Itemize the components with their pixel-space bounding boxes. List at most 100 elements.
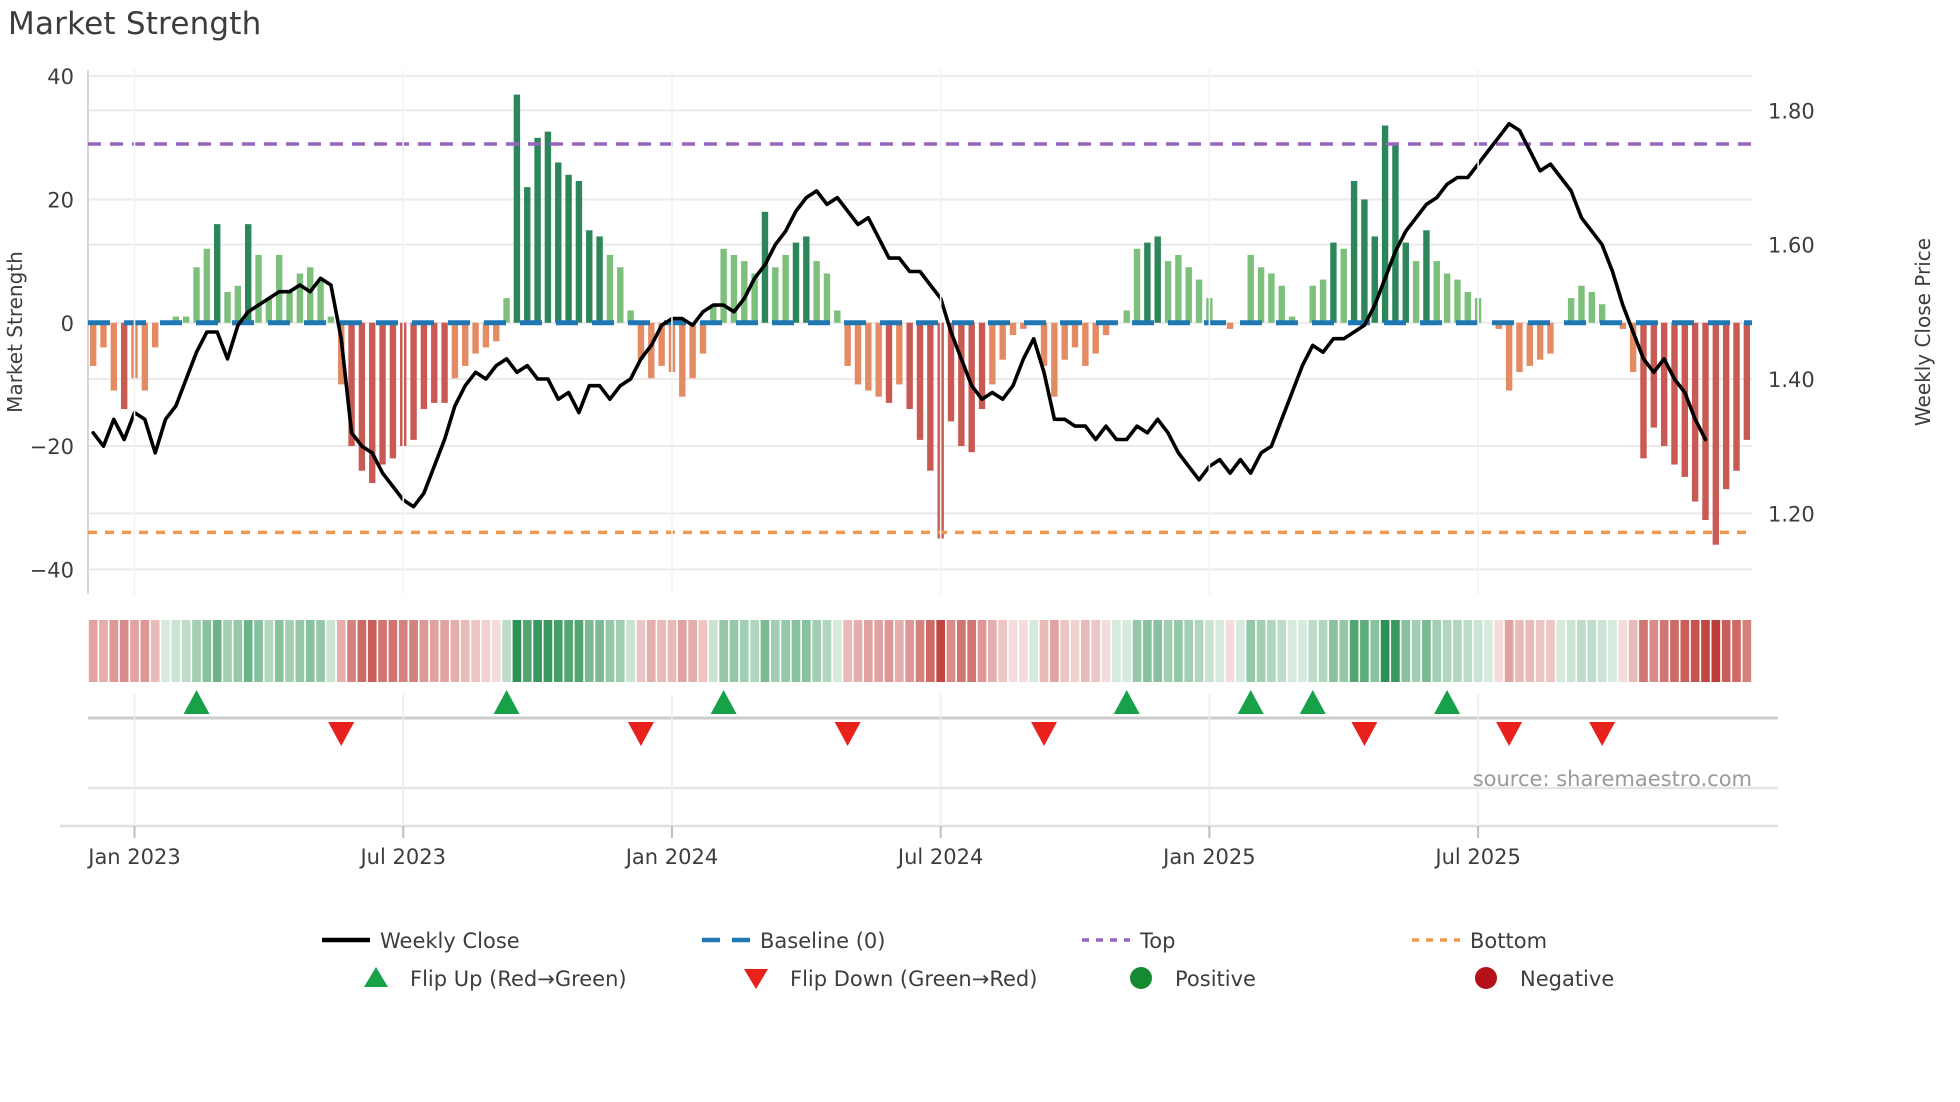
heatmap-cell bbox=[1670, 620, 1679, 682]
heatmap-cell bbox=[719, 620, 728, 682]
bar bbox=[276, 254, 283, 323]
heatmap-cell bbox=[1566, 620, 1576, 682]
bar bbox=[286, 291, 293, 323]
legend-label: Flip Up (Red→Green) bbox=[410, 967, 627, 991]
bar bbox=[1392, 143, 1399, 323]
heatmap-cell bbox=[1463, 620, 1473, 682]
bar bbox=[234, 285, 242, 323]
bar bbox=[823, 273, 831, 323]
bar bbox=[999, 322, 1006, 360]
heatmap-cell bbox=[212, 620, 222, 682]
legend-item: Positive bbox=[1130, 967, 1256, 991]
legend-item: Flip Down (Green→Red) bbox=[744, 967, 1037, 991]
reference-lines bbox=[88, 142, 1752, 535]
heatmap-cell bbox=[471, 620, 480, 682]
flip-down-marker bbox=[1589, 722, 1616, 746]
bar bbox=[658, 322, 665, 366]
bar bbox=[1051, 322, 1058, 397]
bar bbox=[1526, 322, 1533, 366]
bar bbox=[1164, 261, 1172, 323]
heatmap-cell bbox=[1008, 620, 1018, 682]
bar bbox=[224, 291, 231, 323]
heatmap-cell bbox=[615, 620, 625, 682]
bar bbox=[916, 322, 924, 440]
bar bbox=[369, 322, 376, 484]
heatmap-cell bbox=[1597, 620, 1607, 682]
heatmap-cell bbox=[584, 620, 594, 682]
bar bbox=[1175, 254, 1182, 323]
bar bbox=[875, 322, 882, 397]
heatmap-cell bbox=[1401, 620, 1411, 682]
bar bbox=[1071, 322, 1079, 348]
bar bbox=[565, 174, 572, 323]
bar bbox=[1671, 322, 1678, 465]
legend-label: Baseline (0) bbox=[760, 929, 885, 953]
flip-up-marker bbox=[1299, 690, 1326, 714]
bar bbox=[1516, 322, 1523, 373]
bar bbox=[1536, 322, 1544, 360]
bar bbox=[1133, 248, 1141, 323]
heatmap-cell bbox=[967, 620, 977, 682]
bar bbox=[193, 267, 200, 323]
heatmap-cell bbox=[1070, 620, 1080, 682]
heatmap-cell bbox=[1050, 620, 1059, 682]
heatmap-cell bbox=[1081, 620, 1090, 682]
heatmap-cell bbox=[1349, 620, 1359, 682]
heatmap-cell bbox=[646, 620, 656, 682]
bar bbox=[524, 187, 531, 323]
heatmap-cell bbox=[1701, 620, 1710, 682]
bar bbox=[1412, 261, 1420, 323]
bar bbox=[1547, 322, 1554, 354]
bar bbox=[1226, 322, 1234, 329]
bar bbox=[1371, 236, 1378, 323]
heatmap-cell bbox=[140, 620, 150, 682]
bar bbox=[885, 322, 893, 403]
bar bbox=[720, 248, 727, 323]
heatmap-cell bbox=[1132, 620, 1142, 682]
heatmap-cell bbox=[274, 620, 284, 682]
heatmap-cell bbox=[1298, 620, 1307, 682]
heatmap-cell bbox=[1649, 620, 1659, 682]
x-axis-tick-label: Jan 2024 bbox=[624, 845, 719, 869]
heatmap-cell bbox=[884, 620, 894, 682]
heatmap-strip bbox=[88, 620, 1752, 682]
heatmap-cell bbox=[1215, 620, 1225, 682]
heatmap-cell bbox=[347, 620, 356, 682]
bar bbox=[1082, 322, 1089, 366]
bar bbox=[493, 322, 500, 342]
heatmap-cell bbox=[1370, 620, 1380, 682]
heatmap-cell bbox=[791, 620, 801, 682]
heatmap-cell bbox=[1308, 620, 1318, 682]
bar bbox=[1381, 125, 1389, 323]
heatmap-cell bbox=[460, 620, 470, 682]
heatmap-cell bbox=[595, 620, 604, 682]
circle-icon bbox=[1475, 967, 1497, 989]
heatmap-cell bbox=[1060, 620, 1070, 682]
bar bbox=[1681, 322, 1689, 477]
heatmap-cell bbox=[863, 620, 873, 682]
bar bbox=[462, 322, 469, 366]
bar bbox=[596, 236, 603, 323]
legend-label: Positive bbox=[1175, 967, 1256, 991]
flip-up-marker bbox=[493, 690, 520, 714]
heatmap-cell bbox=[636, 620, 646, 682]
bar bbox=[182, 316, 190, 323]
heatmap-cell bbox=[936, 620, 946, 682]
heatmap-cell bbox=[502, 620, 511, 682]
bar bbox=[534, 137, 541, 323]
bar bbox=[699, 322, 707, 354]
heatmap-cell bbox=[1163, 620, 1173, 682]
legend-item: Baseline (0) bbox=[702, 929, 885, 953]
bar bbox=[637, 322, 645, 360]
flip-up-marker bbox=[710, 690, 737, 714]
heatmap-cell bbox=[1721, 620, 1731, 682]
bar bbox=[927, 322, 934, 471]
heatmap-cell bbox=[316, 620, 325, 682]
heatmap-cell bbox=[1194, 620, 1204, 682]
bar bbox=[431, 322, 438, 403]
heatmap-cell bbox=[1029, 620, 1039, 682]
y2-axis-tick-label: 1.40 bbox=[1768, 368, 1815, 392]
heatmap-cell bbox=[1525, 620, 1535, 682]
legend-label: Top bbox=[1139, 929, 1175, 953]
heatmap-cell bbox=[781, 620, 790, 682]
